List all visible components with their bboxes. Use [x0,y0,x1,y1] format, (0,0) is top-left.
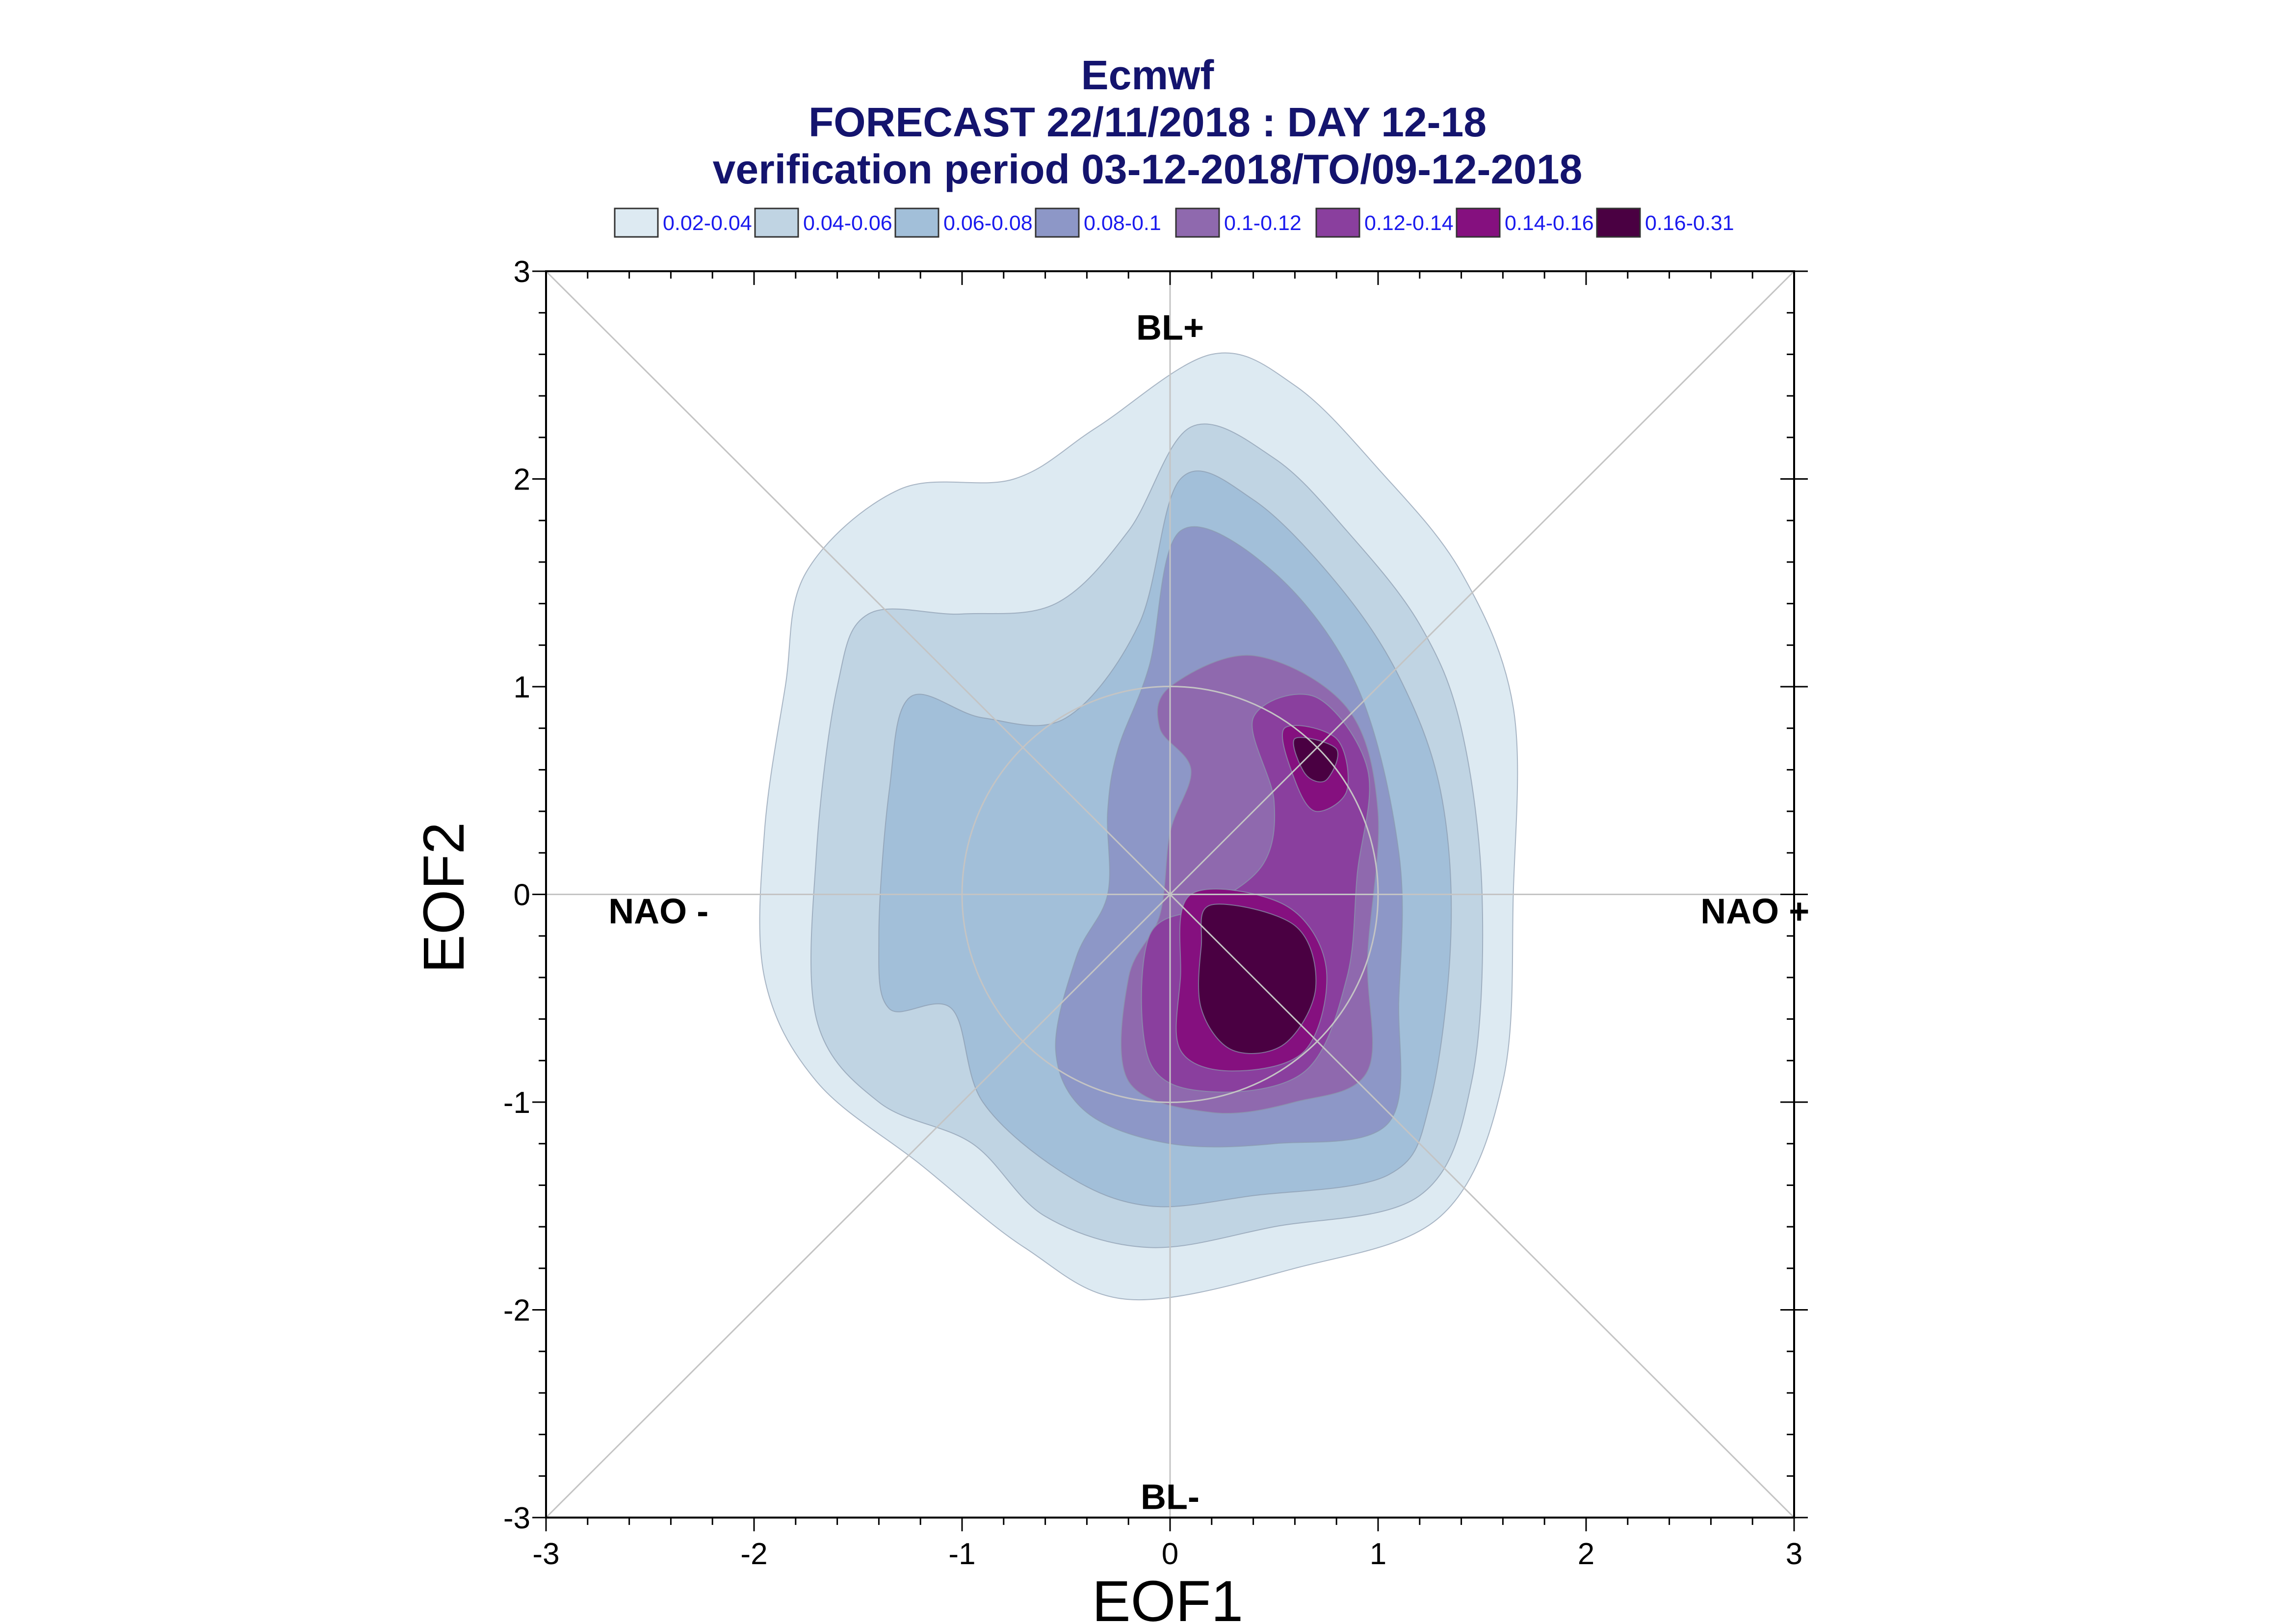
legend-label-1: 0.04-0.06 [803,211,892,235]
legend-label-0: 0.02-0.04 [663,211,752,235]
x-tick-label: 3 [1786,1537,1802,1571]
y-tick-label: -2 [503,1294,530,1328]
x-tick-label: -1 [948,1537,975,1571]
legend-swatch-6 [1456,207,1501,238]
y-tick-label: 3 [514,255,530,289]
y-tick-label: 0 [514,878,530,912]
legend-label-7: 0.16-0.31 [1645,211,1734,235]
legend-swatch-4 [1175,207,1220,238]
legend-label-5: 0.12-0.14 [1364,211,1454,235]
x-axis-title: EOF1 [1092,1569,1243,1624]
y-tick-label: 2 [514,463,530,497]
legend-swatch-2 [894,207,939,238]
legend-label-4: 0.1-0.12 [1224,211,1302,235]
y-tick-label: -1 [503,1086,530,1120]
density-contour-9 [1198,903,1317,1054]
chart-title-line-2: FORECAST 22/11/2018 : DAY 12-18 [808,99,1487,145]
chart-title-line-1: Ecmwf [1081,52,1215,98]
legend: 0.02-0.04 0.04-0.06 0.06-0.08 0.08-0.1 0.1-0… [614,207,1734,238]
legend-label-3: 0.08-0.1 [1084,211,1161,235]
regime-label-1: BL- [1141,1478,1200,1517]
x-tick-label: -3 [532,1537,559,1571]
plot-area: -3 -2 -1 0 1 2 3 3 2 1 0 -1 -2 -3 BL+ BL- NAO - NAO + [503,255,1809,1571]
x-tick-label: 0 [1162,1537,1178,1571]
legend-swatch-5 [1315,207,1360,238]
regime-label-0: BL+ [1136,308,1204,347]
legend-swatch-3 [1035,207,1080,238]
legend-label-2: 0.06-0.08 [943,211,1033,235]
legend-label-6: 0.14-0.16 [1505,211,1594,235]
chart-title-block: Ecmwf FORECAST 22/11/2018 : DAY 12-18 ve… [713,52,1583,192]
legend-swatch-7 [1596,207,1641,238]
legend-swatch-1 [754,207,799,238]
y-axis-title: EOF2 [412,822,476,973]
regime-label-3: NAO + [1700,892,1809,931]
legend-swatch-0 [614,207,659,238]
x-tick-label: 1 [1370,1537,1386,1571]
chart-title-line-3: verification period 03-12-2018/TO/09-12-… [713,146,1583,192]
unit-circle [961,686,1379,1103]
regime-label-2: NAO - [608,892,708,931]
y-tick-label: -3 [503,1501,530,1535]
y-tick-label: 1 [514,670,530,704]
x-tick-label: -2 [740,1537,767,1571]
x-tick-label: 2 [1578,1537,1594,1571]
